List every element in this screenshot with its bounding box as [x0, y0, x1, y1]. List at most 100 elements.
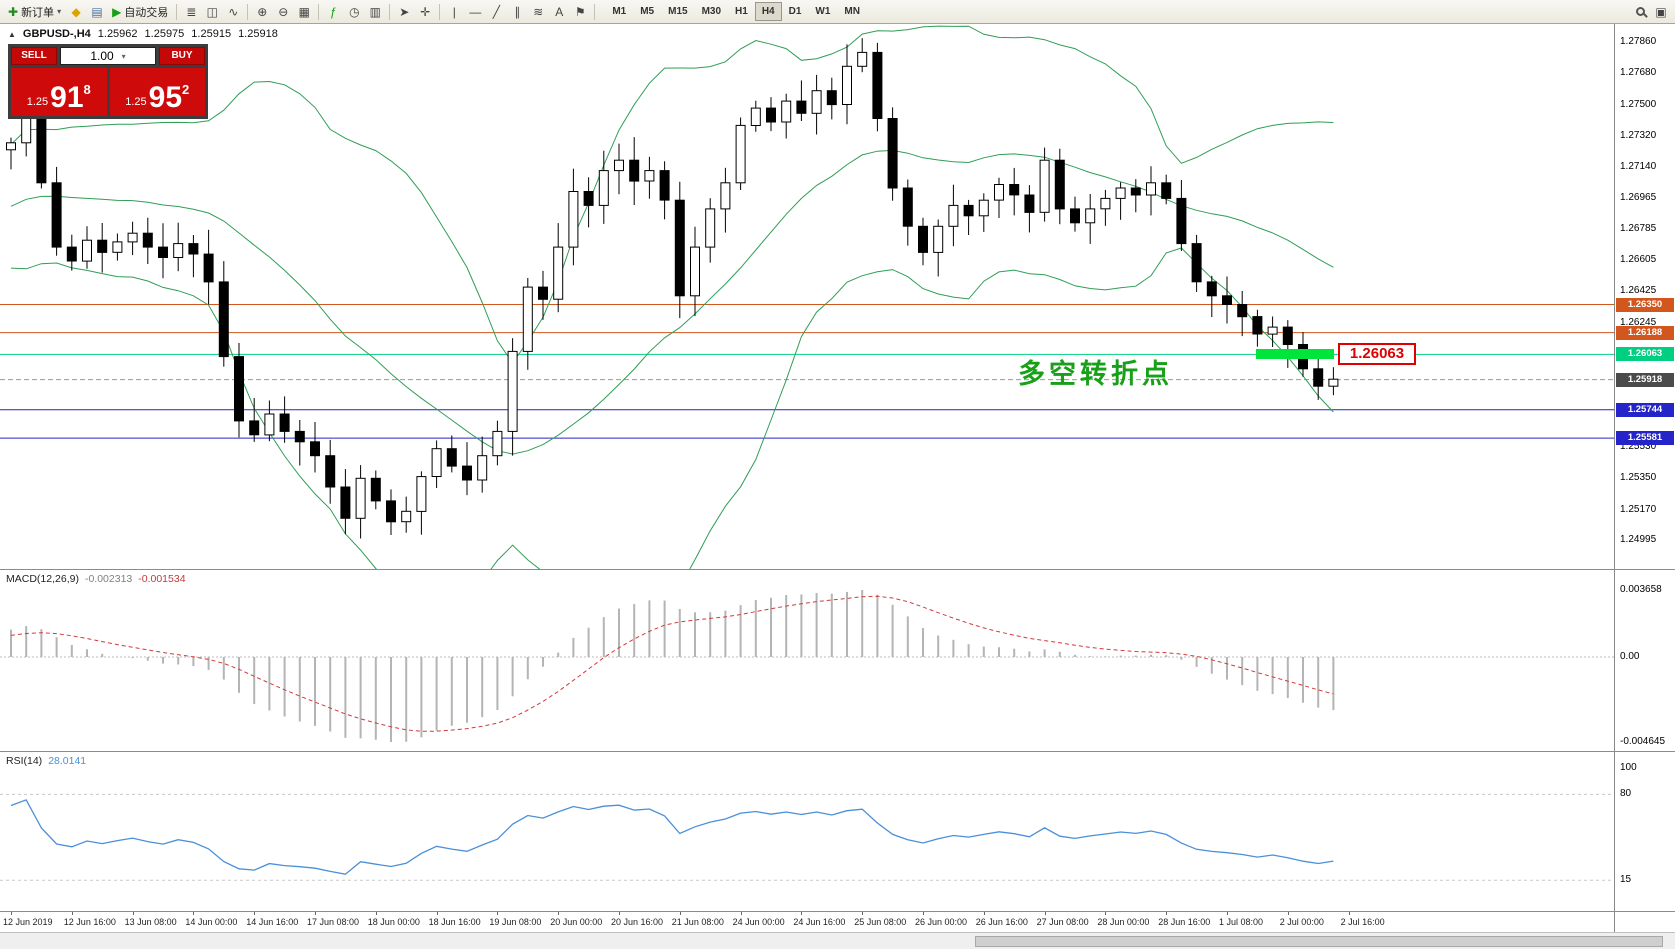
rsi-name: RSI(14) — [6, 755, 43, 767]
scrollbar-thumb[interactable] — [975, 936, 1663, 947]
vertical-line-button[interactable]: | — [444, 2, 464, 22]
panel-divider[interactable] — [0, 569, 1675, 570]
timeframe-mn[interactable]: MN — [844, 6, 860, 17]
grid-button[interactable]: ▦ — [294, 2, 314, 22]
rsi-axis-label: 15 — [1620, 874, 1632, 886]
time-axis-tick — [619, 912, 620, 915]
candle-body — [811, 90, 822, 114]
macd-panel[interactable] — [0, 570, 1614, 752]
time-axis-label: 18 Jun 16:00 — [428, 917, 481, 927]
timeframe-h4[interactable]: H4 — [754, 2, 782, 21]
time-axis-tick — [801, 912, 803, 915]
annotation-text[interactable]: 多空转折点 — [1018, 359, 1173, 389]
new-order-button[interactable]: ✚ 新订单 ▾ — [4, 2, 65, 22]
trendline-button[interactable]: ╱ — [486, 2, 506, 22]
time-axis-label: 14 Jun 00:00 — [185, 917, 238, 927]
timeframe-m5[interactable]: M5 — [640, 6, 655, 17]
macd-axis-label: 0.00 — [1620, 651, 1640, 662]
line-chart-button[interactable]: ∿ — [223, 2, 243, 22]
time-axis-label: 12 Jun 16:00 — [63, 917, 116, 927]
candle-body — [127, 232, 138, 243]
time-axis-label: 28 Jun 00:00 — [1097, 917, 1150, 927]
horizontal-scrollbar[interactable] — [0, 932, 1675, 949]
text-button[interactable]: A — [549, 2, 569, 22]
periods-button[interactable]: ◷ — [344, 2, 364, 22]
candle-body — [948, 204, 959, 227]
candle-body — [340, 486, 351, 519]
sell-button[interactable]: SELL — [11, 47, 57, 65]
lot-dropdown-caret-icon[interactable]: ▾ — [121, 51, 126, 61]
indicators-button[interactable]: ƒ — [323, 2, 343, 22]
toolbar-separator — [439, 3, 441, 20]
fibonacci-button[interactable]: ≋ — [528, 2, 548, 22]
cursor-button[interactable]: ➤ — [394, 2, 414, 22]
candle-body — [963, 204, 974, 217]
price-scale: 1.27860 1.27680 1.27500 1.27320 1.27140 1.269… — [1614, 24, 1675, 932]
templates-button[interactable]: ▥ — [365, 2, 385, 22]
new-order-button-label: 新订单 — [21, 6, 55, 19]
charts-window-icon: ▤ — [91, 4, 103, 19]
channel-button[interactable]: ∥ — [507, 2, 527, 22]
candle-body — [918, 225, 928, 253]
price-axis-label: 1.25170 — [1620, 503, 1657, 515]
candle-body — [720, 182, 731, 210]
buy-button[interactable]: BUY — [159, 47, 205, 65]
toolbar-separator — [176, 3, 178, 20]
panel-divider[interactable] — [0, 751, 1675, 752]
buy-price-box[interactable]: 1.25 95 2 — [109, 68, 205, 116]
candle-body — [978, 199, 989, 217]
autotrading-button[interactable]: ▶ 自动交易 — [108, 2, 172, 22]
price-callout-label[interactable]: 1.26063 — [1338, 343, 1416, 366]
price-tag-1.25581: 1.25581 — [1616, 431, 1674, 446]
crosshair-button[interactable]: ✛ — [415, 2, 435, 22]
search-button[interactable] — [1630, 2, 1650, 22]
timeframe-m30[interactable]: M30 — [701, 6, 722, 17]
periods-icon: ◷ — [349, 4, 360, 19]
horizontal-line-icon: — — [469, 4, 482, 19]
zoom-in-button[interactable]: ⊕ — [252, 2, 272, 22]
fibonacci-icon: ≋ — [533, 4, 544, 19]
rsi-panel[interactable] — [0, 752, 1614, 912]
time-axis-tick — [375, 912, 377, 915]
candlestick-chart-button[interactable]: ◫ — [202, 2, 222, 22]
dropdown-caret-icon: ▾ — [57, 7, 62, 16]
one-click-collapse-icon[interactable]: ▲ — [8, 29, 16, 39]
metaeditor-button[interactable]: ◆ — [66, 2, 86, 22]
price-axis-label: 1.25530 — [1620, 441, 1657, 452]
candle-body — [1161, 182, 1172, 199]
timeframe-d1[interactable]: D1 — [788, 6, 802, 17]
zoom-out-button[interactable]: ⊖ — [273, 2, 293, 22]
bar-chart-button[interactable]: ≣ — [181, 2, 201, 22]
candle-body — [477, 455, 488, 481]
highlight-rectangle[interactable] — [1256, 349, 1334, 360]
charts-window-button[interactable]: ▤ — [87, 2, 107, 22]
candle-body — [750, 107, 761, 126]
buy-price-small: 1.25 — [125, 96, 147, 108]
candle-body — [294, 430, 305, 443]
arrows-button[interactable]: ⚑ — [570, 2, 590, 22]
layout-button[interactable]: ▣ — [1651, 2, 1671, 22]
candle-body — [1252, 316, 1263, 335]
candle-body — [507, 350, 518, 432]
timeframe-m1[interactable]: M1 — [612, 6, 627, 17]
timeframe-h1[interactable]: H1 — [735, 6, 748, 17]
price-axis-label: 1.26785 — [1620, 222, 1657, 234]
horizontal-line-button[interactable]: — — [465, 2, 485, 22]
time-axis-label: 28 Jun 16:00 — [1158, 917, 1211, 927]
candle-body — [796, 100, 807, 114]
price-axis-label: 1.26425 — [1620, 285, 1657, 297]
time-axis-tick — [436, 912, 438, 915]
lot-size-input[interactable]: 1.00 ▾ — [60, 47, 156, 65]
time-axis-label: 27 Jun 08:00 — [1036, 917, 1089, 927]
main-chart[interactable] — [0, 24, 1614, 570]
time-axis-tick — [1044, 912, 1046, 915]
candle-body — [446, 448, 457, 467]
channel-icon: ∥ — [514, 4, 521, 19]
time-axis-label: 12 Jun 2019 — [3, 917, 53, 927]
rsi-value: 28.0141 — [48, 755, 87, 767]
timeframe-w1[interactable]: W1 — [815, 6, 831, 17]
lot-value: 1.00 — [90, 49, 114, 63]
price-tag-1.26063: 1.26063 — [1616, 347, 1674, 362]
sell-price-box[interactable]: 1.25 91 8 — [11, 68, 107, 116]
timeframe-m15[interactable]: M15 — [668, 6, 688, 17]
